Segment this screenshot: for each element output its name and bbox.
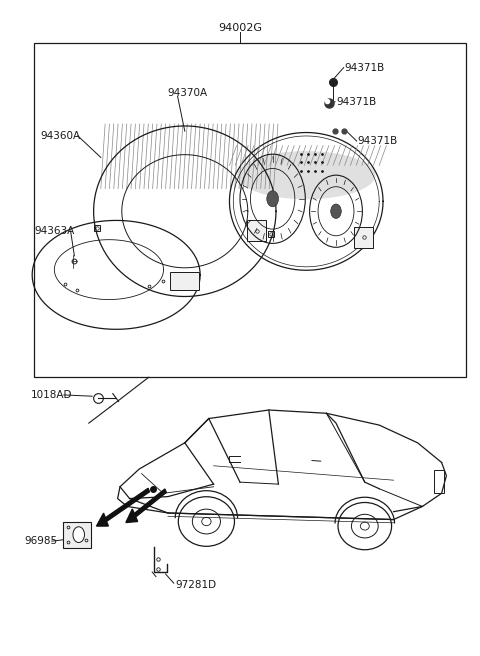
Text: 94371B: 94371B — [358, 136, 398, 146]
Bar — [354, 227, 373, 248]
Text: 94370A: 94370A — [167, 88, 207, 98]
Text: 94371B: 94371B — [336, 96, 376, 107]
Ellipse shape — [237, 151, 375, 199]
Bar — [170, 272, 199, 290]
FancyArrow shape — [126, 489, 167, 523]
Bar — [434, 470, 444, 493]
Text: 97281D: 97281D — [175, 580, 216, 590]
Bar — [34, 43, 466, 377]
Circle shape — [73, 527, 84, 543]
Bar — [63, 522, 91, 548]
Bar — [247, 220, 266, 241]
Text: 94002G: 94002G — [218, 23, 262, 33]
Circle shape — [331, 204, 341, 218]
Text: 94360A: 94360A — [41, 131, 81, 141]
Text: 94371B: 94371B — [345, 62, 385, 73]
Text: 94363A: 94363A — [35, 226, 75, 236]
Text: 96985: 96985 — [24, 536, 57, 546]
FancyArrow shape — [96, 488, 149, 526]
Text: 1018AD: 1018AD — [31, 390, 72, 400]
Circle shape — [267, 191, 278, 207]
